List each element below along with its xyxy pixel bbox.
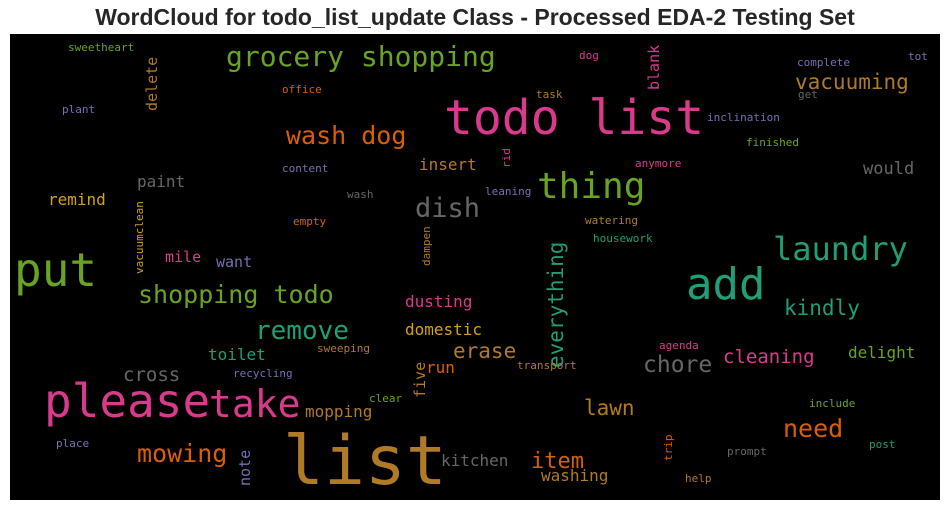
word: kitchen bbox=[441, 451, 509, 470]
word: toilet bbox=[208, 345, 266, 364]
word: paint bbox=[137, 172, 186, 191]
word: dampen bbox=[420, 226, 433, 266]
word: grocery shopping bbox=[226, 40, 496, 73]
word: kindly bbox=[784, 296, 860, 320]
word: office bbox=[282, 83, 322, 96]
word: vacuumclean bbox=[133, 201, 146, 274]
word: task bbox=[536, 88, 563, 101]
word: put bbox=[14, 243, 98, 297]
word: shopping todo bbox=[138, 280, 334, 309]
word: remind bbox=[48, 190, 106, 209]
word: empty bbox=[293, 215, 327, 228]
word: insert bbox=[419, 155, 477, 174]
word: tot bbox=[908, 50, 928, 63]
word: mile bbox=[165, 248, 202, 266]
word: todo list bbox=[444, 90, 705, 146]
word: everything bbox=[544, 241, 568, 368]
word: wash dog bbox=[286, 121, 407, 150]
word: transport bbox=[517, 359, 577, 372]
word: inclination bbox=[707, 111, 780, 124]
word: need bbox=[783, 414, 844, 443]
word: place bbox=[56, 437, 90, 450]
word: housework bbox=[593, 232, 653, 245]
word: list bbox=[283, 422, 447, 500]
word: sweetheart bbox=[68, 41, 135, 54]
word: plant bbox=[62, 103, 96, 116]
word: anymore bbox=[635, 157, 682, 170]
word: help bbox=[685, 472, 712, 485]
word: washing bbox=[541, 466, 609, 485]
word: get bbox=[798, 88, 818, 101]
word: dusting bbox=[405, 292, 473, 311]
word: take bbox=[209, 382, 301, 426]
word: dish bbox=[415, 193, 481, 224]
word: delete bbox=[143, 56, 161, 111]
word: wash bbox=[347, 188, 374, 201]
page-title: WordCloud for todo_list_update Class - P… bbox=[95, 4, 855, 30]
word: erase bbox=[453, 339, 517, 363]
word: prompt bbox=[727, 445, 767, 458]
word: agenda bbox=[659, 339, 699, 352]
word: mopping bbox=[305, 402, 373, 421]
word: cleaning bbox=[723, 346, 815, 368]
word: note bbox=[236, 449, 254, 486]
word: delight bbox=[848, 343, 916, 362]
word: rid bbox=[500, 148, 513, 168]
word: watering bbox=[585, 214, 638, 227]
word-cloud: list todo list please add put take thing… bbox=[10, 34, 940, 500]
word: include bbox=[809, 397, 856, 410]
word: complete bbox=[797, 56, 850, 69]
word: vacuuming bbox=[795, 70, 909, 94]
word: finished bbox=[746, 136, 799, 149]
word: blank bbox=[645, 44, 663, 90]
word: would bbox=[863, 159, 915, 179]
word: run bbox=[426, 358, 455, 377]
word: post bbox=[869, 438, 896, 451]
word: remove bbox=[255, 316, 349, 346]
word: item bbox=[531, 449, 584, 474]
word: cross bbox=[123, 364, 181, 386]
word: content bbox=[282, 162, 329, 175]
word: mowing bbox=[137, 439, 228, 468]
word: please bbox=[44, 374, 211, 428]
word: want bbox=[216, 253, 253, 271]
word: sweeping bbox=[317, 342, 370, 355]
word: leaning bbox=[485, 185, 532, 198]
word: chore bbox=[643, 352, 713, 378]
word: clear bbox=[369, 392, 403, 405]
word: five bbox=[411, 361, 429, 398]
word: domestic bbox=[405, 320, 483, 339]
word: thing bbox=[537, 166, 646, 207]
word: recycling bbox=[233, 367, 293, 380]
word: dog bbox=[579, 49, 599, 62]
word: laundry bbox=[773, 230, 908, 268]
word: add bbox=[686, 259, 766, 310]
word: lawn bbox=[584, 396, 635, 420]
word: trip bbox=[662, 434, 675, 462]
